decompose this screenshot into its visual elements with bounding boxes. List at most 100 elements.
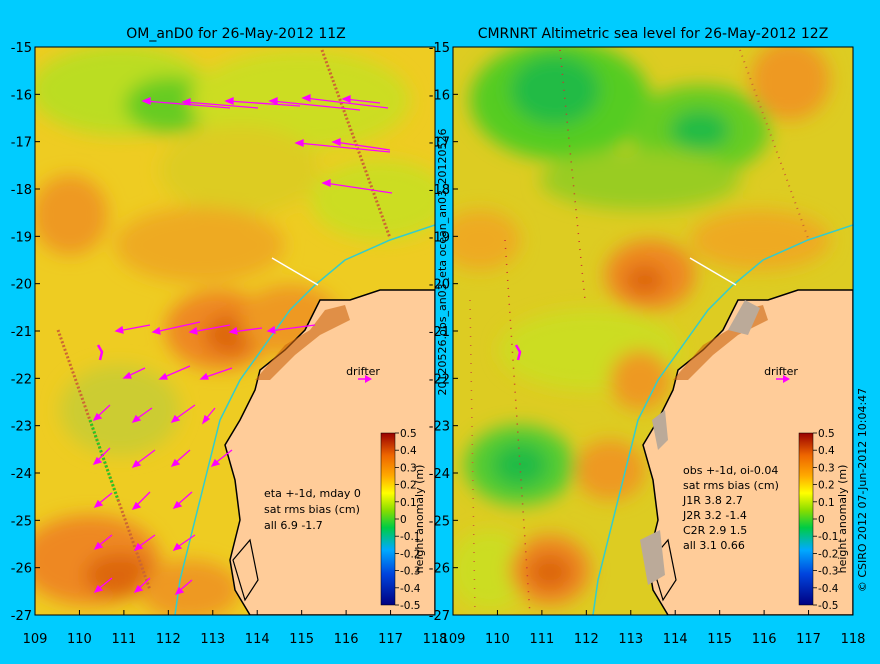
left-colorbar-title: height anomaly (m) [413,465,426,574]
right-stats-line-3: J1R 3.8 2.7 [682,494,743,507]
velocity-arrow-icon [201,407,216,425]
left-lat-tick-label: -27 [11,609,32,624]
right-colorbar-tick-label: -0.1 [818,531,839,543]
right-stats-text: obs +-1d, oi-0.04 sat rms bias (cm) J1R … [682,464,782,552]
velocity-arrow-icon [131,491,151,511]
velocity-arrow-icon [224,97,301,107]
velocity-arrow-icon [133,577,151,594]
left-drifter-label: drifter [346,365,380,378]
left-colorbar-tick-label: 0.4 [400,445,417,457]
right-colorbar-tick-label: -0.2 [818,548,839,560]
velocity-arrow-icon [170,404,196,424]
right-stats-line-1: obs +-1d, oi-0.04 [683,464,778,477]
left-colorbar [380,432,396,606]
right-colorbar-title: height anomaly (m) [836,465,849,574]
right-lon-tick-label: 112 [574,632,599,647]
right-lon-tick-label: 109 [441,632,466,647]
right-lon-tick-label: 115 [707,632,732,647]
right-section-line [689,257,737,286]
left-lon-tick-label: 114 [245,632,270,647]
velocity-arrow-icon [188,324,231,335]
left-lat-tick-label: -16 [11,88,32,103]
right-lat-tick-label: -25 [429,514,450,529]
left-colorbar-tick-label: -0.5 [400,600,421,612]
left-axis-ticks: 109 110 111 112 113 114 115 116 117 118 -15 -16 -17 -… [11,41,448,647]
velocity-arrow-icon [93,492,113,509]
left-lat-tick-label: -25 [11,514,32,529]
copyright-label: © CSIRO 2012 07-Jun-2012 10:04:47 [856,388,869,592]
velocity-arrow-icon [114,324,151,334]
right-colorbar-tick-label: -0.4 [818,583,839,595]
right-lon-tick-label: 117 [796,632,821,647]
velocity-arrow-icon [133,534,156,552]
right-panel-title: CMRNRT Altimetric sea level for 26-May-2… [478,26,829,42]
right-lat-tick-label: -26 [429,562,450,577]
left-lon-tick-label: 109 [23,632,48,647]
velocity-arrow-icon [131,407,153,424]
right-lon-tick-label: 110 [485,632,510,647]
left-isobath-line [174,224,435,615]
right-colorbar [798,432,814,606]
right-lat-tick-label: -20 [429,278,450,293]
right-lat-tick-label: -15 [429,41,450,56]
velocity-arrow-icon [92,447,111,466]
drifter-arrow-icon [776,375,790,383]
left-colorbar-tick-label: -0.1 [400,531,421,543]
velocity-arrow-icon [151,321,201,335]
left-shelf-warm [255,305,350,380]
right-colorbar-tick-label: 0.4 [818,445,835,457]
left-colorbar-tick-label: 0 [400,514,407,526]
left-lon-tick-label: 111 [111,632,136,647]
right-lat-tick-label: -24 [429,467,450,482]
left-drifter-track [96,344,104,361]
velocity-arrow-icon [268,97,361,111]
left-map-panel: OM_anD0 for 26-May-2012 11Z [11,26,448,647]
left-shark-bay [232,538,259,602]
right-sea-level-field [453,47,830,610]
left-lat-tick-label: -18 [11,183,32,198]
left-stats-line-3: all 6.9 -1.7 [264,519,323,532]
left-panel-title: OM_anD0 for 26-May-2012 11Z [126,26,346,42]
left-colorbar-tick-label: 0.5 [400,428,417,440]
left-lon-tick-label: 118 [423,632,448,647]
left-stats-text: eta +-1d, mday 0 sat rms bias (cm) all 6… [264,487,364,532]
right-lon-tick-label: 116 [752,632,777,647]
velocity-arrow-icon [228,326,263,335]
left-stats-line-2: sat rms bias (cm) [264,503,360,516]
left-colorbar-tick-label: 0.3 [400,462,417,474]
left-colorbar-tick-label: -0.2 [400,548,421,560]
right-stats-line-5: C2R 2.9 1.5 [683,524,747,537]
velocity-arrow-icon [131,449,156,469]
left-lat-tick-label: -23 [11,420,32,435]
velocity-arrow-icon [301,94,389,109]
left-satellite-track-1 [320,49,392,239]
velocity-arrow-icon [266,324,316,334]
right-lat-tick-label: -21 [429,325,450,340]
left-lat-tick-label: -21 [11,325,32,340]
velocity-arrow-icon [92,404,111,422]
right-lat-tick-label: -18 [429,183,450,198]
right-drifter-track [514,344,522,361]
left-lon-tick-label: 115 [289,632,314,647]
right-lat-tick-label: -17 [429,136,450,151]
velocity-arrow-icon [170,449,191,468]
left-satellite-track-2 [56,329,152,591]
right-drifter-label: drifter [764,365,798,378]
right-colorbar-tick-label: -0.3 [818,566,839,578]
left-velocity-arrows [92,94,393,596]
right-colorbar-tick-label: 0 [818,514,825,526]
right-colorbar-tick-label: 0.5 [818,428,835,440]
middle-file-label: 20120526.obs_an03_eta ocean_an03_2012052… [436,129,449,396]
right-stats-line-4: J2R 3.2 -1.4 [682,509,747,522]
right-lat-tick-label: -16 [429,88,450,103]
right-shelf-gray [640,300,760,585]
right-colorbar-tick-label: 0.1 [818,497,835,509]
left-colorbar-ticks: 0.5 0.4 0.3 0.2 0.1 0 -0.1 -0.2 -0.3 -0.4 -0.5 [395,428,421,612]
left-lat-tick-label: -15 [11,41,32,56]
left-lon-tick-label: 116 [334,632,359,647]
left-lat-tick-label: -20 [11,278,32,293]
right-isobath-line [592,224,853,615]
velocity-arrow-icon [93,577,113,594]
velocity-arrow-icon [172,491,193,510]
